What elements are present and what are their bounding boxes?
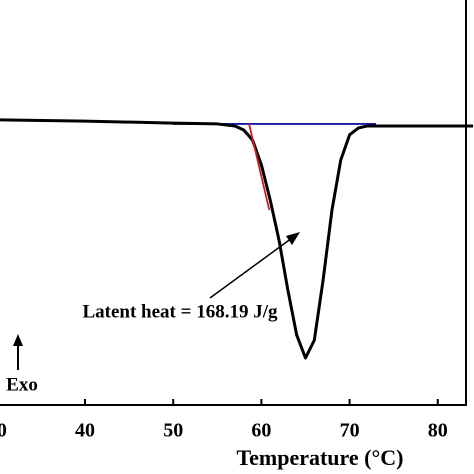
x-tick-label: 40 bbox=[75, 420, 95, 442]
x-tick-label: 80 bbox=[428, 420, 448, 442]
annotation-arrow bbox=[209, 237, 293, 299]
line bbox=[0, 118, 474, 360]
x-axis-label: Temperature (°C) bbox=[236, 445, 403, 470]
plot-frame bbox=[0, 0, 467, 406]
x-tick-label: 60 bbox=[251, 420, 271, 442]
arrow-head bbox=[286, 232, 300, 245]
x-tick-label: 70 bbox=[340, 420, 360, 442]
annotation: Latent heat = 168.19 J/g bbox=[82, 301, 278, 322]
tangent-line bbox=[248, 123, 271, 211]
x-tick-label: 50 bbox=[163, 420, 183, 442]
annotation: Exo bbox=[6, 374, 38, 395]
x-tick-label: 30 bbox=[0, 420, 7, 442]
arrow-head bbox=[13, 334, 23, 346]
